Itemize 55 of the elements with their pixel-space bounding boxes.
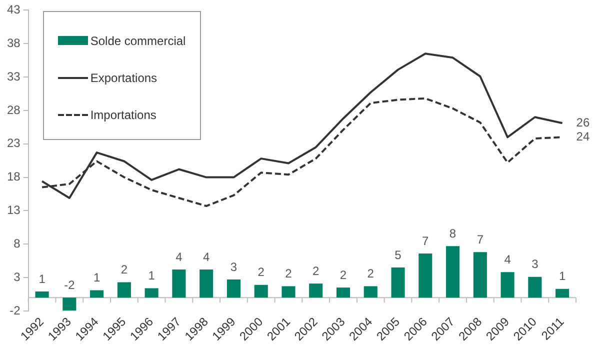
y-tick-label: -2 — [10, 303, 21, 318]
bar — [364, 286, 378, 298]
y-tick-label: 13 — [6, 203, 21, 218]
y-tick-label: 3 — [14, 270, 21, 284]
bar — [336, 288, 350, 298]
bar — [117, 282, 131, 298]
bar — [200, 270, 214, 298]
annotation: 26 — [576, 115, 590, 130]
bar — [254, 284, 268, 298]
data-label: 1 — [148, 268, 156, 283]
bar — [35, 292, 49, 298]
bar — [556, 288, 570, 298]
bar — [473, 252, 487, 298]
data-label: 4 — [504, 252, 512, 266]
bar — [172, 270, 186, 298]
bar — [391, 268, 405, 298]
y-tick-label: 33 — [6, 69, 21, 84]
data-label: 2 — [120, 262, 128, 277]
data-label: -2 — [64, 278, 76, 292]
annotation: 24 — [576, 129, 590, 144]
data-label: 2 — [367, 266, 374, 281]
bar — [226, 280, 240, 298]
data-label: 1 — [38, 272, 46, 286]
bar — [144, 288, 158, 298]
bar — [309, 284, 323, 298]
bar — [90, 290, 104, 298]
data-label: 3 — [230, 260, 238, 274]
data-label: 2 — [340, 268, 347, 282]
legend-label: Importations — [90, 108, 156, 122]
legend-label: Solde commercial — [90, 34, 186, 48]
bar — [282, 286, 296, 298]
data-label: 2 — [285, 266, 292, 281]
data-label: 4 — [176, 250, 183, 264]
bar — [528, 276, 542, 298]
bar — [62, 298, 76, 311]
data-label: 7 — [476, 232, 484, 246]
y-tick-label: 8 — [14, 236, 21, 250]
bar — [500, 272, 514, 298]
y-tick-label: 18 — [6, 170, 21, 184]
y-tick-label: 38 — [6, 36, 21, 50]
data-label: 5 — [394, 248, 402, 262]
data-label: 7 — [422, 234, 430, 248]
y-tick-label: 28 — [6, 102, 21, 117]
data-label: 2 — [312, 264, 320, 278]
y-tick-label: 43 — [6, 2, 21, 17]
data-label: 1 — [93, 270, 100, 285]
data-label: 4 — [202, 250, 210, 264]
bar — [446, 246, 460, 298]
bar — [418, 253, 432, 298]
data-label: 8 — [449, 226, 456, 240]
y-tick-label: 23 — [6, 136, 21, 150]
legend-label: Exportations — [90, 70, 158, 85]
data-label: 3 — [532, 257, 539, 272]
data-label: 2 — [258, 265, 265, 280]
data-label: 1 — [558, 269, 566, 284]
